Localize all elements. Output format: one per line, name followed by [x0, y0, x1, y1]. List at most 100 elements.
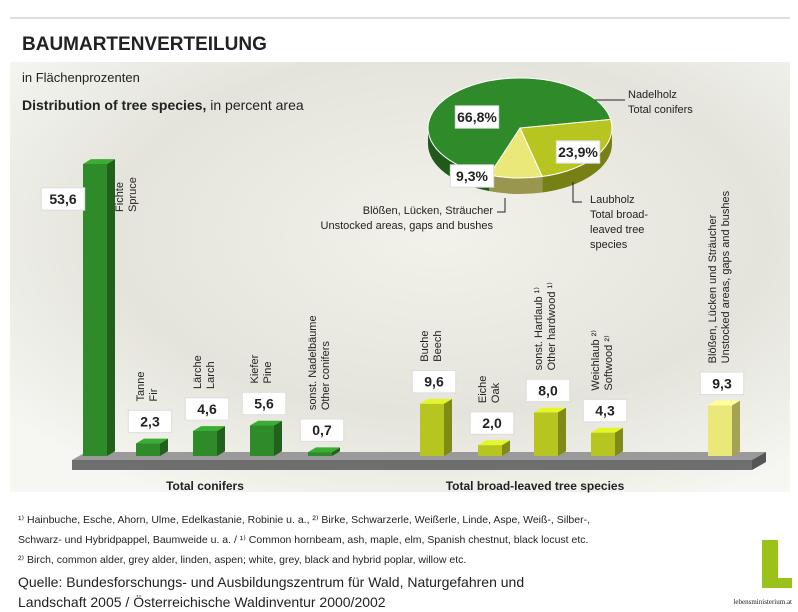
- value-label-bg: [40, 187, 86, 211]
- value-label-box: 2,0: [469, 411, 515, 435]
- pie-slice: [427, 77, 612, 176]
- category-label: Larch: [205, 361, 217, 389]
- bar-top: [420, 398, 452, 404]
- floor-top: [72, 452, 766, 460]
- category-label: Other hardwood ¹⁾: [546, 282, 558, 371]
- leader-line: [572, 182, 582, 203]
- bar: [136, 443, 160, 456]
- floor-front: [72, 460, 752, 470]
- bar: [478, 445, 502, 456]
- bar-top: [250, 420, 282, 426]
- value-label-bg: [699, 371, 745, 396]
- bar: [420, 403, 444, 456]
- bar: [534, 412, 558, 456]
- footnote: ¹⁾ Hainbuche, Esche, Ahorn, Ulme, Edelka…: [18, 514, 590, 526]
- value-label-bg: [241, 391, 287, 416]
- value-label: 9,3: [712, 375, 732, 391]
- category-label: Oak: [490, 382, 502, 403]
- value-label-box: 53,6: [40, 187, 86, 211]
- value-label-box: 8,0: [525, 378, 571, 403]
- bar-top: [478, 440, 510, 446]
- pie-wall: [542, 128, 612, 193]
- category-label: sonst. Hartlaub ¹⁾: [533, 287, 545, 371]
- category-label: Fichte: [114, 182, 126, 212]
- bar-top: [193, 426, 225, 431]
- bar-side: [274, 420, 282, 456]
- bar-side: [160, 438, 168, 456]
- value-label-bg: [299, 418, 345, 442]
- value-label-bg: [449, 164, 495, 188]
- pie-category-label: Total broad-: [590, 209, 648, 221]
- bar: [308, 452, 332, 456]
- category-label: Lärche: [192, 355, 204, 389]
- pie-category-label: Unstocked areas, gaps and bushes: [321, 220, 494, 232]
- logo-mark: [762, 540, 778, 586]
- pie-category-label: Laubholz: [590, 194, 635, 206]
- bar-side: [732, 400, 740, 456]
- source: Quelle: Bundesforschungs- und Ausbildung…: [18, 574, 524, 590]
- pie-wall: [489, 175, 543, 195]
- leader-line: [497, 198, 506, 213]
- footnote: ²⁾ Birch, common alder, grey alder, lind…: [18, 554, 466, 566]
- bar: [591, 432, 615, 456]
- footnote: Schwarz- und Hybridpappel, Baumweide u. …: [18, 534, 588, 546]
- value-label: 2,0: [482, 415, 502, 431]
- bar-top: [708, 400, 740, 406]
- logo-mark-base: [762, 578, 792, 588]
- category-label: Buche: [419, 330, 431, 361]
- value-label-box: 2,3: [127, 409, 173, 434]
- group-label: Total broad-leaved tree species: [446, 479, 625, 493]
- value-label-bg: [525, 378, 571, 403]
- value-label: 5,6: [254, 396, 274, 412]
- logo-text: lebensministerium.at: [733, 598, 792, 606]
- bar-side: [558, 407, 566, 456]
- value-label-box: 66,8%: [454, 105, 500, 129]
- category-label: Beech: [432, 330, 444, 361]
- value-label: 0,7: [312, 422, 332, 438]
- bar: [83, 163, 107, 456]
- value-label: 23,9%: [558, 144, 598, 160]
- subtitle-en-bold: Distribution of tree species,: [22, 97, 206, 113]
- value-label: 4,3: [595, 403, 615, 419]
- value-label: 2,3: [140, 414, 160, 430]
- value-label-box: 23,9%: [555, 140, 601, 164]
- bar-top: [534, 407, 566, 413]
- value-label-bg: [469, 411, 515, 435]
- category-label: Eiche: [477, 376, 489, 404]
- bar: [250, 425, 274, 456]
- value-label-box: 5,6: [241, 391, 287, 416]
- pie-category-label: species: [590, 239, 628, 251]
- bar: [708, 405, 732, 456]
- category-label: sonst. Nadelbäume: [307, 315, 319, 410]
- category-label: Kiefer: [249, 354, 261, 383]
- bar-side: [217, 426, 225, 456]
- bar-side: [107, 159, 115, 456]
- value-label-box: 9,3: [699, 371, 745, 396]
- value-label-bg: [184, 397, 230, 421]
- pie-category-label: Nadelholz: [628, 89, 677, 101]
- category-label: Fir: [148, 388, 160, 401]
- bar-side: [332, 447, 340, 456]
- bar-side: [615, 427, 623, 456]
- bar-top: [83, 159, 115, 164]
- value-label: 53,6: [49, 191, 76, 207]
- subtitle-en: Distribution of tree species, in percent…: [22, 97, 304, 113]
- bar-top: [308, 447, 340, 453]
- value-label: 9,3%: [456, 168, 488, 184]
- value-label-bg: [555, 140, 601, 164]
- pie-category-label: Blößen, Lücken, Sträucher: [363, 205, 494, 217]
- value-label-box: 9,6: [411, 369, 457, 394]
- value-label: 66,8%: [457, 109, 497, 125]
- category-label: Tanne: [135, 371, 147, 401]
- bar: [193, 430, 217, 456]
- bar-side: [444, 398, 452, 456]
- bar-side: [502, 440, 510, 456]
- subtitle: in Flächenprozenten: [22, 70, 140, 85]
- value-label-bg: [454, 105, 500, 129]
- pie-category-label: Total conifers: [628, 104, 693, 116]
- pie-category-label: leaved tree: [590, 224, 644, 236]
- value-label-bg: [582, 398, 628, 423]
- value-label-box: 0,7: [299, 418, 345, 442]
- category-label: Blößen, Lücken und Sträucher: [707, 214, 719, 363]
